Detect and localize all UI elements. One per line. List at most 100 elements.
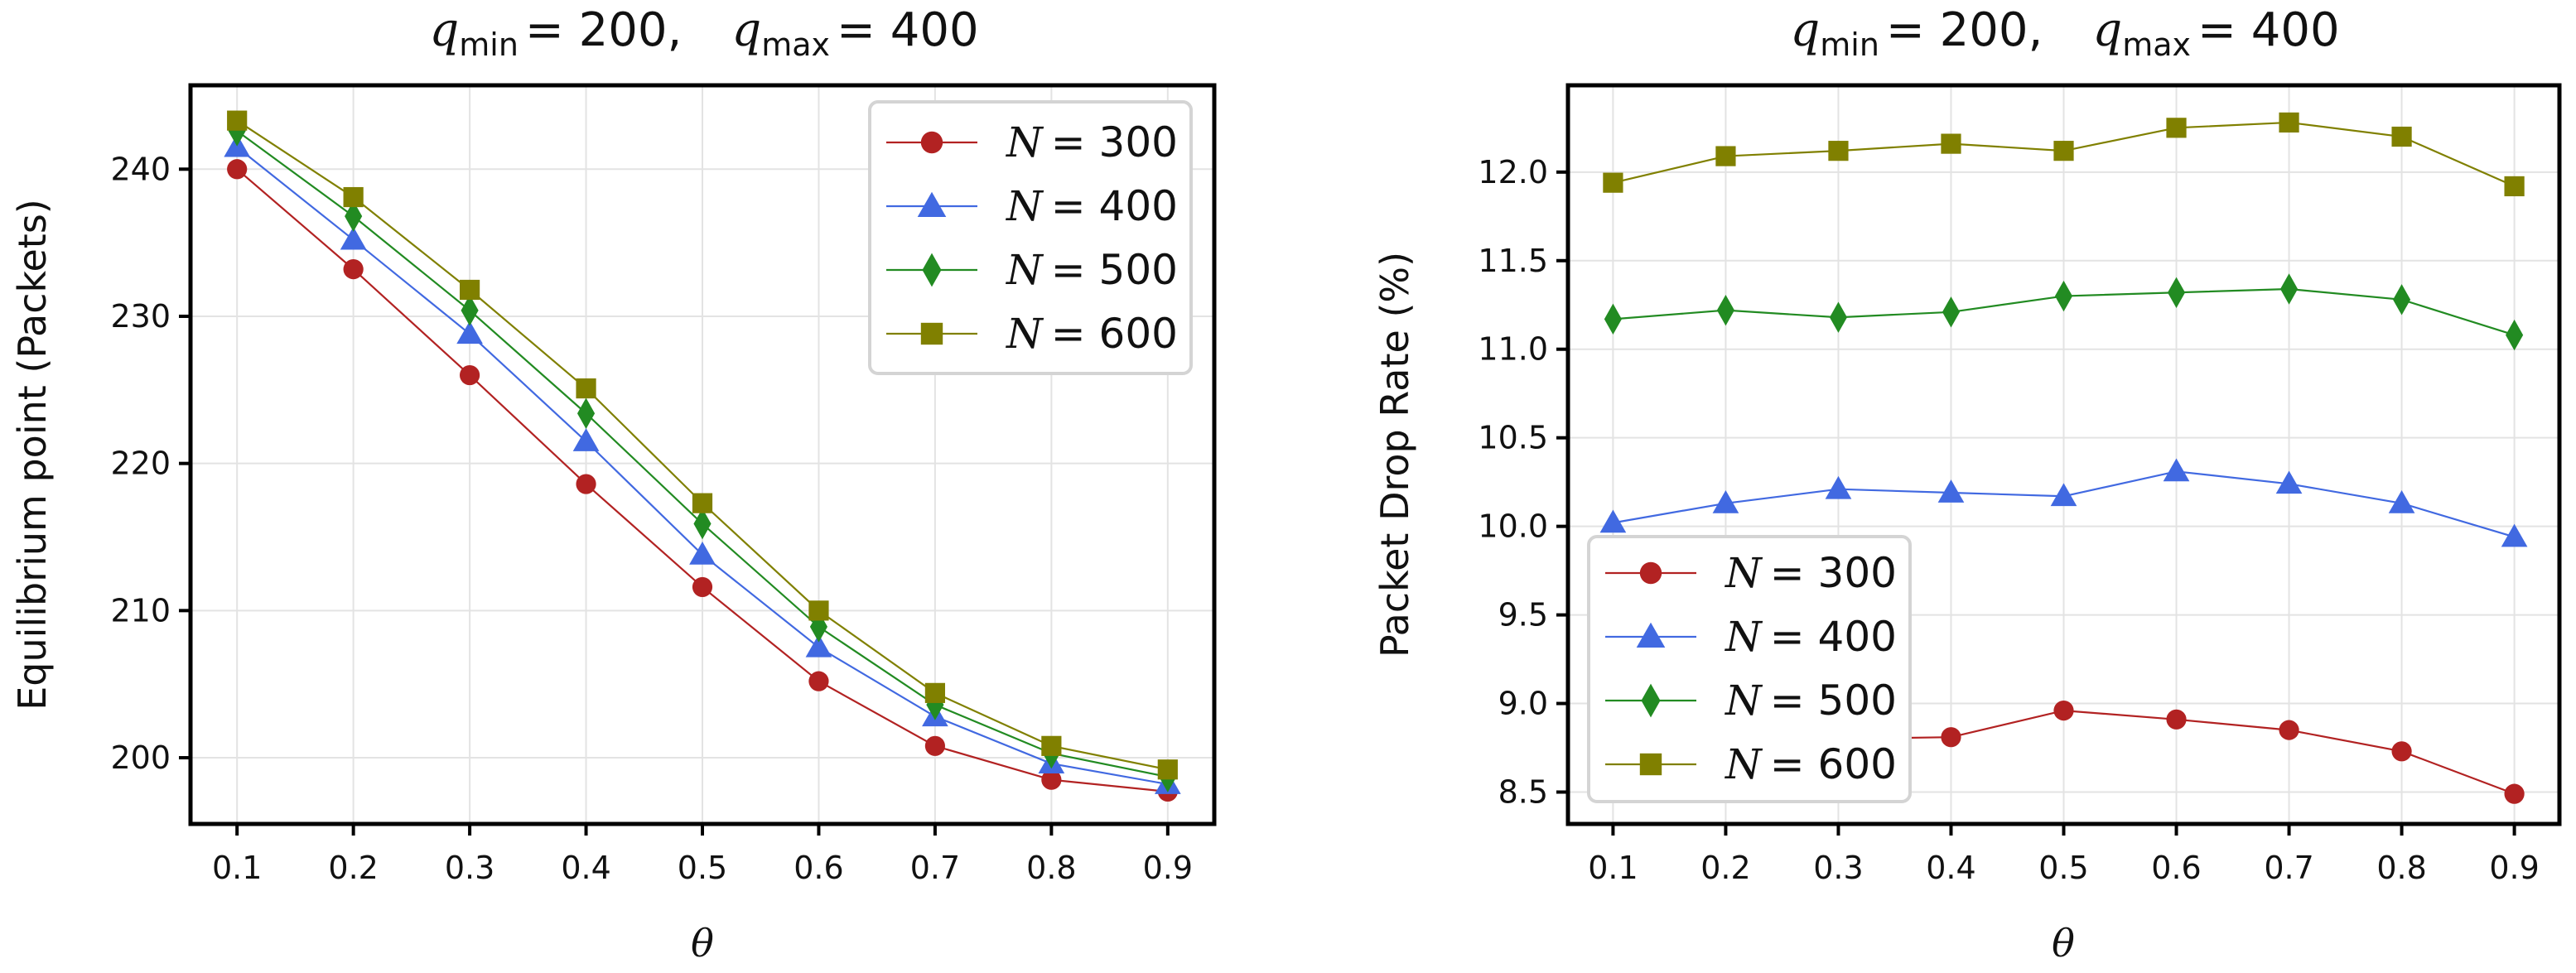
data-point xyxy=(1941,133,1961,154)
legend-label: N = 600 xyxy=(1006,310,1178,358)
y-tick-label: 9.5 xyxy=(1498,597,1548,633)
y-tick-label: 11.0 xyxy=(1478,331,1548,368)
legend-label: N = 400 xyxy=(1006,182,1178,230)
data-point xyxy=(1941,727,1961,748)
data-point xyxy=(2275,470,2303,494)
legend-entry: N = 500 xyxy=(886,246,1178,294)
x-tick-label: 0.3 xyxy=(445,850,494,886)
data-point xyxy=(343,259,364,280)
data-point xyxy=(805,633,832,657)
data-point xyxy=(2050,483,2077,507)
y-tick-label: 210 xyxy=(110,592,171,629)
data-point xyxy=(2388,489,2415,513)
legend-entry: N = 300 xyxy=(1605,549,1897,597)
legend: N = 300 N = 400 N = 500 N = 600 xyxy=(1587,535,1912,803)
data-point xyxy=(227,159,248,180)
plot-frame xyxy=(188,83,1217,826)
data-point xyxy=(2504,176,2525,197)
x-tick-label: 0.8 xyxy=(1026,850,1076,886)
legend-label: N = 500 xyxy=(1725,677,1897,725)
x-tick-label: 0.1 xyxy=(1588,850,1638,886)
y-tick-label: 230 xyxy=(110,298,171,335)
title-max-value: = 400 xyxy=(2197,3,2340,57)
data-point xyxy=(808,600,829,621)
data-point xyxy=(2167,277,2186,308)
data-point xyxy=(2166,118,2187,138)
legend-label: N = 300 xyxy=(1006,118,1178,166)
data-point xyxy=(808,671,829,691)
title-max-subscript: max xyxy=(2122,26,2191,63)
plot-frame xyxy=(1565,83,2562,826)
data-point xyxy=(227,110,248,131)
legend-items: N = 300 N = 400 N = 500 N = 600 xyxy=(1605,549,1897,788)
data-point xyxy=(1716,294,1734,326)
data-point xyxy=(1942,296,1961,328)
y-axis-ticks: 8.5 9.0 9.5 10.0 10.5 11.0 11.5 12.0 xyxy=(1478,154,1568,810)
y-tick-label: 10.5 xyxy=(1478,420,1548,456)
data-point xyxy=(2053,141,2074,161)
data-point xyxy=(1712,489,1739,513)
x-tick-label: 0.5 xyxy=(678,850,727,886)
series-500 xyxy=(1604,273,2524,351)
legend-marker xyxy=(1639,753,1662,776)
title-min-subscript: min xyxy=(1820,26,1879,63)
y-tick-label: 10.0 xyxy=(1478,508,1548,545)
legend-marker xyxy=(1639,561,1662,585)
legend-entry: N = 500 xyxy=(1605,677,1897,725)
title-q-max-symbol: q xyxy=(731,3,761,57)
data-point xyxy=(1937,479,1965,503)
x-axis-label: θ xyxy=(691,921,714,966)
data-point xyxy=(2279,720,2299,740)
y-tick-label: 11.5 xyxy=(1478,243,1548,279)
y-tick-label: 200 xyxy=(110,739,171,776)
title-min-value: = 200, xyxy=(525,3,682,57)
x-tick-label: 0.6 xyxy=(794,850,843,886)
legend-entry: N = 400 xyxy=(1605,613,1897,661)
chart-equilibrium-point: qmin = 200, qmax = 400 0.1 0.2 0.3 0.4 0.5 0.6 0.… xyxy=(10,3,1217,966)
data-point xyxy=(2279,112,2299,133)
data-point xyxy=(1829,301,1848,333)
data-point xyxy=(1157,759,1178,780)
x-axis-label: θ xyxy=(2052,921,2075,966)
legend-items: N = 300 N = 400 N = 500 N = 600 xyxy=(886,118,1178,358)
title-q-min-symbol: q xyxy=(429,3,459,57)
data-point xyxy=(2054,280,2073,312)
x-tick-label: 0.9 xyxy=(2489,850,2539,886)
data-point xyxy=(2391,741,2412,762)
chart-title: qmin = 200, qmax = 400 xyxy=(429,3,978,63)
y-tick-label: 8.5 xyxy=(1498,773,1548,810)
data-point xyxy=(1603,172,1623,193)
data-point xyxy=(456,320,483,344)
x-tick-label: 0.2 xyxy=(1700,850,1750,886)
legend-box xyxy=(868,100,1193,375)
data-point xyxy=(1825,475,1852,499)
y-tick-label: 9.0 xyxy=(1498,686,1548,722)
data-point xyxy=(2504,783,2525,804)
series-400 xyxy=(1599,458,2528,547)
x-axis-ticks: 0.1 0.2 0.3 0.4 0.5 0.6 0.7 0.8 0.9 xyxy=(212,824,1193,886)
series-lines xyxy=(224,110,1181,802)
data-point xyxy=(1041,769,1062,790)
data-point xyxy=(340,226,367,250)
legend-label: N = 500 xyxy=(1006,246,1178,294)
legend-marker xyxy=(1641,683,1661,718)
legend-marker xyxy=(920,131,943,154)
legend-label: N = 600 xyxy=(1725,740,1897,788)
x-tick-label: 0.7 xyxy=(910,850,960,886)
data-point xyxy=(461,295,479,326)
data-point xyxy=(2163,458,2190,482)
legend-marker xyxy=(1636,622,1666,648)
data-point xyxy=(2393,284,2411,316)
data-point xyxy=(1828,141,1849,161)
legend-marker xyxy=(922,253,942,287)
data-point xyxy=(459,279,480,301)
data-point xyxy=(692,576,713,598)
y-axis-label: Packet Drop Rate (%) xyxy=(1372,252,1417,657)
legend-box xyxy=(1587,535,1912,803)
data-point xyxy=(924,682,946,703)
chart-title: qmin = 200, qmax = 400 xyxy=(1790,3,2339,63)
legend-entry: N = 400 xyxy=(886,182,1178,230)
series-lines xyxy=(1599,112,2528,804)
data-point xyxy=(1599,509,1627,533)
